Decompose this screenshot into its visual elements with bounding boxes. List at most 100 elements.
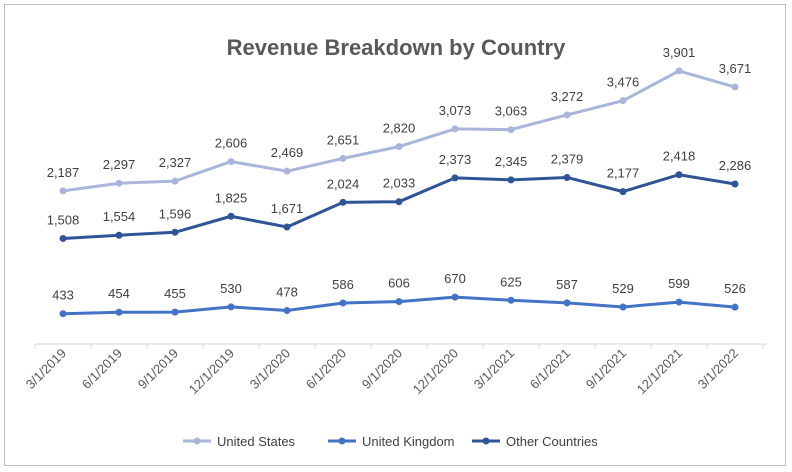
data-label: 529 (612, 281, 634, 296)
data-point (59, 187, 67, 195)
data-label: 3,671 (719, 61, 752, 76)
data-label: 1,671 (271, 201, 304, 216)
data-point (339, 198, 347, 206)
x-tick-label: 3/1/2020 (247, 346, 293, 392)
data-label: 2,024 (327, 176, 360, 191)
legend-label: United States (217, 434, 296, 449)
data-label: 2,379 (551, 151, 584, 166)
x-tick-label: 12/1/2019 (186, 346, 238, 398)
data-point (563, 111, 571, 119)
data-label: 455 (164, 286, 186, 301)
data-label: 587 (556, 277, 578, 292)
data-point (227, 158, 235, 166)
x-tick-label: 9/1/2019 (135, 346, 181, 392)
x-tick-label: 6/1/2020 (303, 346, 349, 392)
data-point (339, 299, 347, 307)
x-tick-label: 6/1/2021 (527, 346, 573, 392)
data-point (283, 167, 291, 175)
data-label: 1,554 (103, 209, 136, 224)
data-point (171, 308, 179, 316)
data-point (507, 296, 515, 304)
data-point (507, 176, 515, 184)
data-label: 2,033 (383, 176, 416, 191)
data-label: 2,345 (495, 154, 528, 169)
legend-marker (338, 437, 346, 445)
x-tick-label: 9/1/2021 (583, 346, 629, 392)
x-tick-label: 12/1/2021 (634, 346, 686, 398)
data-label: 2,286 (719, 158, 752, 173)
x-tick-label: 9/1/2020 (359, 346, 405, 392)
data-label: 1,825 (215, 190, 248, 205)
data-point (59, 234, 67, 242)
data-point (731, 303, 739, 311)
data-point (731, 180, 739, 188)
data-point (171, 177, 179, 185)
data-label: 454 (108, 286, 130, 301)
legend-label: United Kingdom (362, 434, 455, 449)
data-point (227, 303, 235, 311)
data-point (171, 228, 179, 236)
chart-title: Revenue Breakdown by Country (226, 35, 566, 60)
data-point (283, 223, 291, 231)
data-point (619, 303, 627, 311)
data-point (115, 231, 123, 239)
data-label: 3,476 (607, 75, 640, 90)
data-label: 3,073 (439, 103, 472, 118)
data-label: 3,063 (495, 104, 528, 119)
data-label: 1,596 (159, 206, 192, 221)
data-point (283, 307, 291, 315)
legend-label: Other Countries (506, 434, 598, 449)
data-label: 2,187 (47, 165, 80, 180)
data-label: 2,651 (327, 132, 360, 147)
data-label: 586 (332, 277, 354, 292)
data-point (563, 299, 571, 307)
data-label: 2,297 (103, 157, 136, 172)
legend-marker (482, 437, 490, 445)
data-label: 2,373 (439, 152, 472, 167)
data-point (675, 171, 683, 179)
data-point (451, 293, 459, 301)
data-label: 526 (724, 281, 746, 296)
data-point (451, 174, 459, 182)
x-tick-label: 3/1/2019 (23, 346, 69, 392)
data-point (619, 188, 627, 196)
data-label: 599 (668, 276, 690, 291)
chart-frame: Revenue Breakdown by Country 3/1/2019 6/1… (4, 4, 786, 466)
data-point (507, 126, 515, 134)
data-label: 2,820 (383, 121, 416, 136)
x-tick-label: 6/1/2019 (79, 346, 125, 392)
data-label: 606 (388, 276, 410, 291)
data-label: 2,418 (663, 149, 696, 164)
line-chart: 3/1/2019 6/1/2019 9/1/2019 12/1/2019 3/1/202… (23, 45, 767, 449)
data-point (563, 173, 571, 181)
data-label: 3,272 (551, 89, 584, 104)
data-point (395, 198, 403, 206)
x-tick-label: 3/1/2021 (471, 346, 517, 392)
data-label: 625 (500, 274, 522, 289)
data-label: 670 (444, 271, 466, 286)
data-point (451, 125, 459, 133)
legend-marker (193, 437, 201, 445)
data-label: 2,327 (159, 155, 192, 170)
data-label: 3,901 (663, 45, 696, 60)
data-point (675, 298, 683, 306)
data-label: 1,508 (47, 212, 80, 227)
data-point (339, 154, 347, 162)
data-point (619, 97, 627, 105)
data-label: 433 (52, 288, 74, 303)
data-point (59, 310, 67, 318)
data-point (115, 179, 123, 187)
data-label: 2,606 (215, 136, 248, 151)
data-label: 2,177 (607, 166, 640, 181)
data-point (395, 143, 403, 151)
data-label: 530 (220, 281, 242, 296)
data-point (115, 308, 123, 316)
data-point (227, 212, 235, 220)
data-point (675, 67, 683, 75)
data-point (395, 298, 403, 306)
x-tick-label: 12/1/2020 (410, 346, 462, 398)
data-point (731, 83, 739, 91)
data-label: 2,469 (271, 145, 304, 160)
data-label: 478 (276, 285, 298, 300)
x-tick-label: 3/1/2022 (695, 346, 741, 392)
